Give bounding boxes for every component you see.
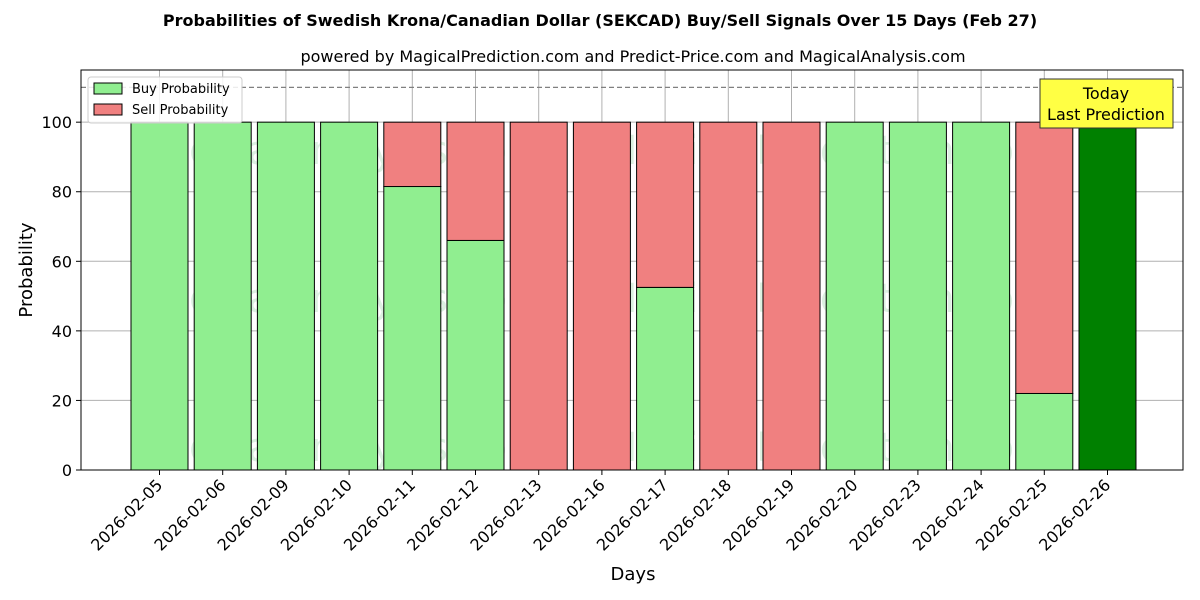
today-annotation-line-1: Today — [1082, 84, 1129, 103]
y-tick-label: 60 — [52, 252, 72, 271]
bar-sell — [762, 121, 821, 471]
y-tick-label: 40 — [52, 322, 72, 341]
bar-buy — [825, 121, 884, 471]
bar-buy — [383, 186, 442, 471]
legend: Buy Probability Sell Probability — [87, 76, 243, 124]
today-annotation: Today Last Prediction — [1039, 78, 1174, 129]
bar-buy — [1015, 392, 1074, 471]
legend-label-sell: Sell Probability — [132, 103, 229, 118]
bar-buy — [888, 121, 947, 471]
today-annotation-box — [1039, 78, 1174, 129]
y-tick-label: 0 — [62, 461, 72, 480]
plot-frame — [80, 69, 1184, 471]
bar-sell — [383, 121, 442, 188]
bar-buy — [130, 121, 189, 471]
y-tick-label: 80 — [52, 183, 72, 202]
bar-sell — [1015, 121, 1074, 394]
bar-sell — [446, 121, 505, 241]
bar-sell — [572, 121, 631, 471]
legend-swatch-buy — [93, 82, 123, 95]
chart-title: Probabilities of Swedish Krona/Canadian … — [163, 11, 1037, 30]
legend-swatch-sell — [93, 103, 123, 116]
bar-buy — [193, 121, 252, 471]
bar-buy — [320, 121, 379, 471]
bar-buy — [1078, 121, 1137, 471]
y-tick-label: 100 — [41, 113, 72, 132]
bar-sell — [699, 121, 758, 471]
bars — [130, 121, 1137, 471]
y-axis-label: Probability — [16, 222, 37, 317]
bar-buy — [256, 121, 315, 471]
chart-subtitle: powered by MagicalPrediction.com and Pre… — [300, 47, 965, 66]
bar-buy — [446, 239, 505, 471]
y-axis: 0 20 40 60 80 100 — [41, 113, 81, 480]
x-axis: 2026-02-052026-02-062026-02-092026-02-10… — [87, 470, 1114, 555]
bar-buy — [636, 286, 695, 471]
bar-sell — [636, 121, 695, 288]
legend-frame — [87, 76, 243, 124]
today-annotation-line-2: Last Prediction — [1047, 105, 1165, 124]
y-tick-label: 20 — [52, 391, 72, 410]
x-axis-label: Days — [611, 564, 656, 585]
bar-sell — [509, 121, 568, 471]
bar-buy — [952, 121, 1011, 471]
legend-label-buy: Buy Probability — [132, 82, 230, 97]
